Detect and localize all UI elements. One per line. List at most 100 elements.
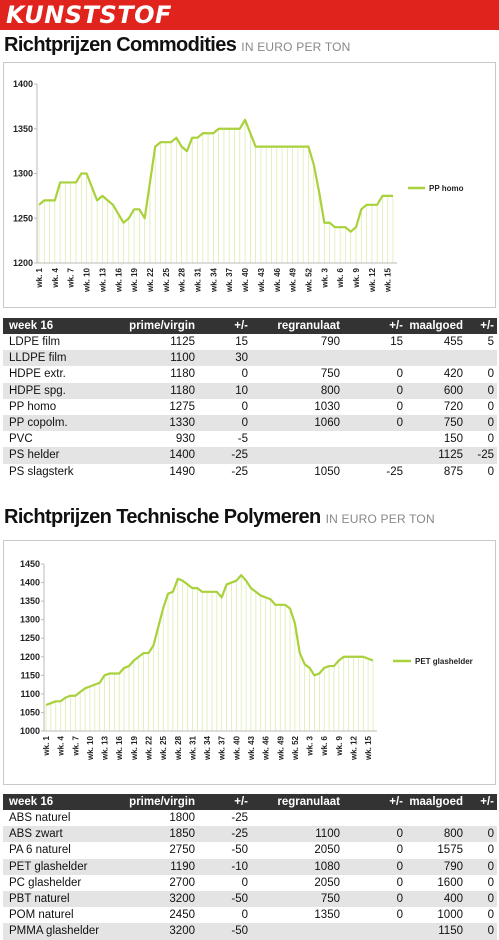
price-cell: 1050	[314, 465, 340, 478]
price-cell: 1030	[314, 400, 340, 413]
price-cell: 1180	[170, 384, 195, 397]
price-cell: 10	[235, 384, 248, 397]
material-name: PS slagsterk	[9, 465, 74, 478]
price-cell: 0	[487, 433, 494, 446]
price-cell: -50	[231, 892, 248, 905]
price-cell: 0	[241, 876, 248, 889]
price-cell: 0	[487, 465, 494, 478]
material-name: PC glashelder	[9, 876, 82, 889]
column-header: regranulaat	[277, 796, 340, 808]
price-cell: 0	[487, 860, 494, 873]
x-tick-label: wk. 25	[159, 735, 168, 761]
price-cell: 0	[241, 368, 248, 381]
price-cell: -25	[231, 465, 248, 478]
section-header: KUNSTSTOF	[0, 0, 499, 30]
x-tick-label: wk. 7	[67, 267, 76, 288]
price-cell: 1330	[169, 416, 195, 429]
price-cell: -25	[477, 449, 494, 462]
price-table: week 16 prime/virgin +/- regranulaat +/- maal…	[3, 318, 497, 480]
x-tick-label: wk. 40	[241, 267, 250, 293]
price-cell: 0	[396, 860, 403, 873]
price-cell: 0	[396, 892, 403, 905]
price-cell: 0	[487, 909, 494, 922]
price-cell: 0	[487, 876, 494, 889]
price-cell: 400	[443, 892, 463, 905]
table-row: HDPE spg. 1180 10 800 0 600 0	[3, 382, 497, 399]
price-cell: 0	[241, 416, 248, 429]
x-tick-label: wk. 22	[146, 267, 155, 293]
x-tick-label: wk. 9	[335, 735, 344, 756]
x-tick-label: wk. 37	[218, 735, 227, 761]
price-cell: 0	[487, 384, 494, 397]
column-header: week 16	[9, 796, 54, 808]
column-header: +/-	[389, 796, 403, 808]
column-header: regranulaat	[277, 320, 340, 332]
price-cell: 0	[396, 876, 403, 889]
table-header: week 16 prime/virgin +/- regranulaat +/- maal…	[3, 318, 497, 334]
x-tick-label: wk. 46	[262, 735, 271, 761]
material-name: PVC	[9, 433, 33, 446]
table-row: LLDPE film 1100 30	[3, 350, 497, 367]
price-cell: 1180	[170, 368, 195, 381]
legend-label: PP homo	[429, 184, 464, 193]
y-tick-label: 1150	[20, 670, 40, 680]
x-tick-label: wk. 37	[225, 267, 234, 293]
title-text: Richtprijzen Technische Polymeren	[4, 506, 321, 528]
column-header: week 16	[9, 320, 54, 332]
material-name: PMMA glashelder	[9, 925, 100, 938]
price-cell: 150	[443, 433, 463, 446]
x-tick-label: wk. 15	[384, 267, 393, 293]
table-row: PC glashelder 2700 0 2050 0 1600 0	[3, 875, 497, 891]
price-cell: 0	[396, 844, 403, 857]
column-header: +/-	[480, 320, 494, 332]
x-tick-label: wk. 46	[273, 267, 282, 293]
price-cell: 1490	[169, 465, 195, 478]
x-tick-label: wk. 19	[130, 735, 139, 761]
price-cell: 1275	[169, 400, 195, 413]
price-cell: 2700	[169, 876, 195, 889]
table-row: ABS naturel 1800 -25	[3, 810, 497, 826]
price-table: week 16 prime/virgin +/- regranulaat +/- maal…	[3, 794, 497, 940]
material-name: PBT naturel	[9, 892, 70, 905]
x-tick-label: wk. 40	[232, 735, 241, 761]
table-row: PMMA glashelder 3200 -50 1150 0	[3, 923, 497, 940]
x-tick-label: wk. 28	[174, 735, 183, 761]
x-tick-label: wk. 3	[320, 267, 329, 288]
price-cell: 15	[390, 336, 403, 348]
y-tick-label: 1200	[13, 258, 33, 268]
table-row: PET glashelder 1190 -10 1080 0 790 0	[3, 858, 497, 875]
price-cell: 2050	[314, 844, 340, 857]
column-header: +/-	[234, 796, 248, 808]
section-title: Richtprijzen Commodities IN EURO PER TON	[4, 34, 351, 57]
y-tick-label: 1400	[13, 79, 33, 89]
y-tick-label: 1250	[13, 213, 33, 223]
unit-text: IN EURO PER TON	[241, 40, 351, 54]
price-cell: 1000	[437, 909, 463, 922]
price-cell: 800	[320, 384, 340, 397]
chart: 1000 1050 1100 1150 1200 1250 1300 1350 1400 1450…	[20, 559, 473, 761]
x-tick-label: wk. 49	[276, 735, 285, 761]
x-tick-label: wk. 3	[306, 735, 315, 756]
material-name: HDPE spg.	[9, 384, 66, 397]
price-cell: 0	[487, 400, 494, 413]
title-text: Richtprijzen Commodities	[4, 34, 237, 56]
x-tick-label: wk. 13	[101, 735, 110, 761]
price-cell: 1100	[315, 828, 340, 841]
price-cell: 750	[320, 892, 340, 905]
y-tick-label: 1350	[20, 596, 40, 606]
price-cell: 1575	[437, 844, 463, 857]
x-tick-label: wk. 31	[194, 267, 203, 293]
x-tick-label: wk. 43	[257, 267, 266, 293]
material-name: LDPE film	[9, 336, 61, 348]
y-tick-label: 1300	[13, 169, 33, 179]
price-cell: 30	[235, 352, 248, 365]
x-tick-label: wk. 9	[352, 267, 361, 288]
price-cell: 0	[396, 384, 403, 397]
table-row: PP homo 1275 0 1030 0 720 0	[3, 399, 497, 415]
price-cell: 1100	[170, 352, 195, 365]
y-tick-label: 1050	[20, 707, 40, 717]
table-row: PS helder 1400 -25 1125 -25	[3, 447, 497, 464]
table-row: PVC 930 -5 150 0	[3, 431, 497, 447]
x-tick-label: wk. 43	[247, 735, 256, 761]
